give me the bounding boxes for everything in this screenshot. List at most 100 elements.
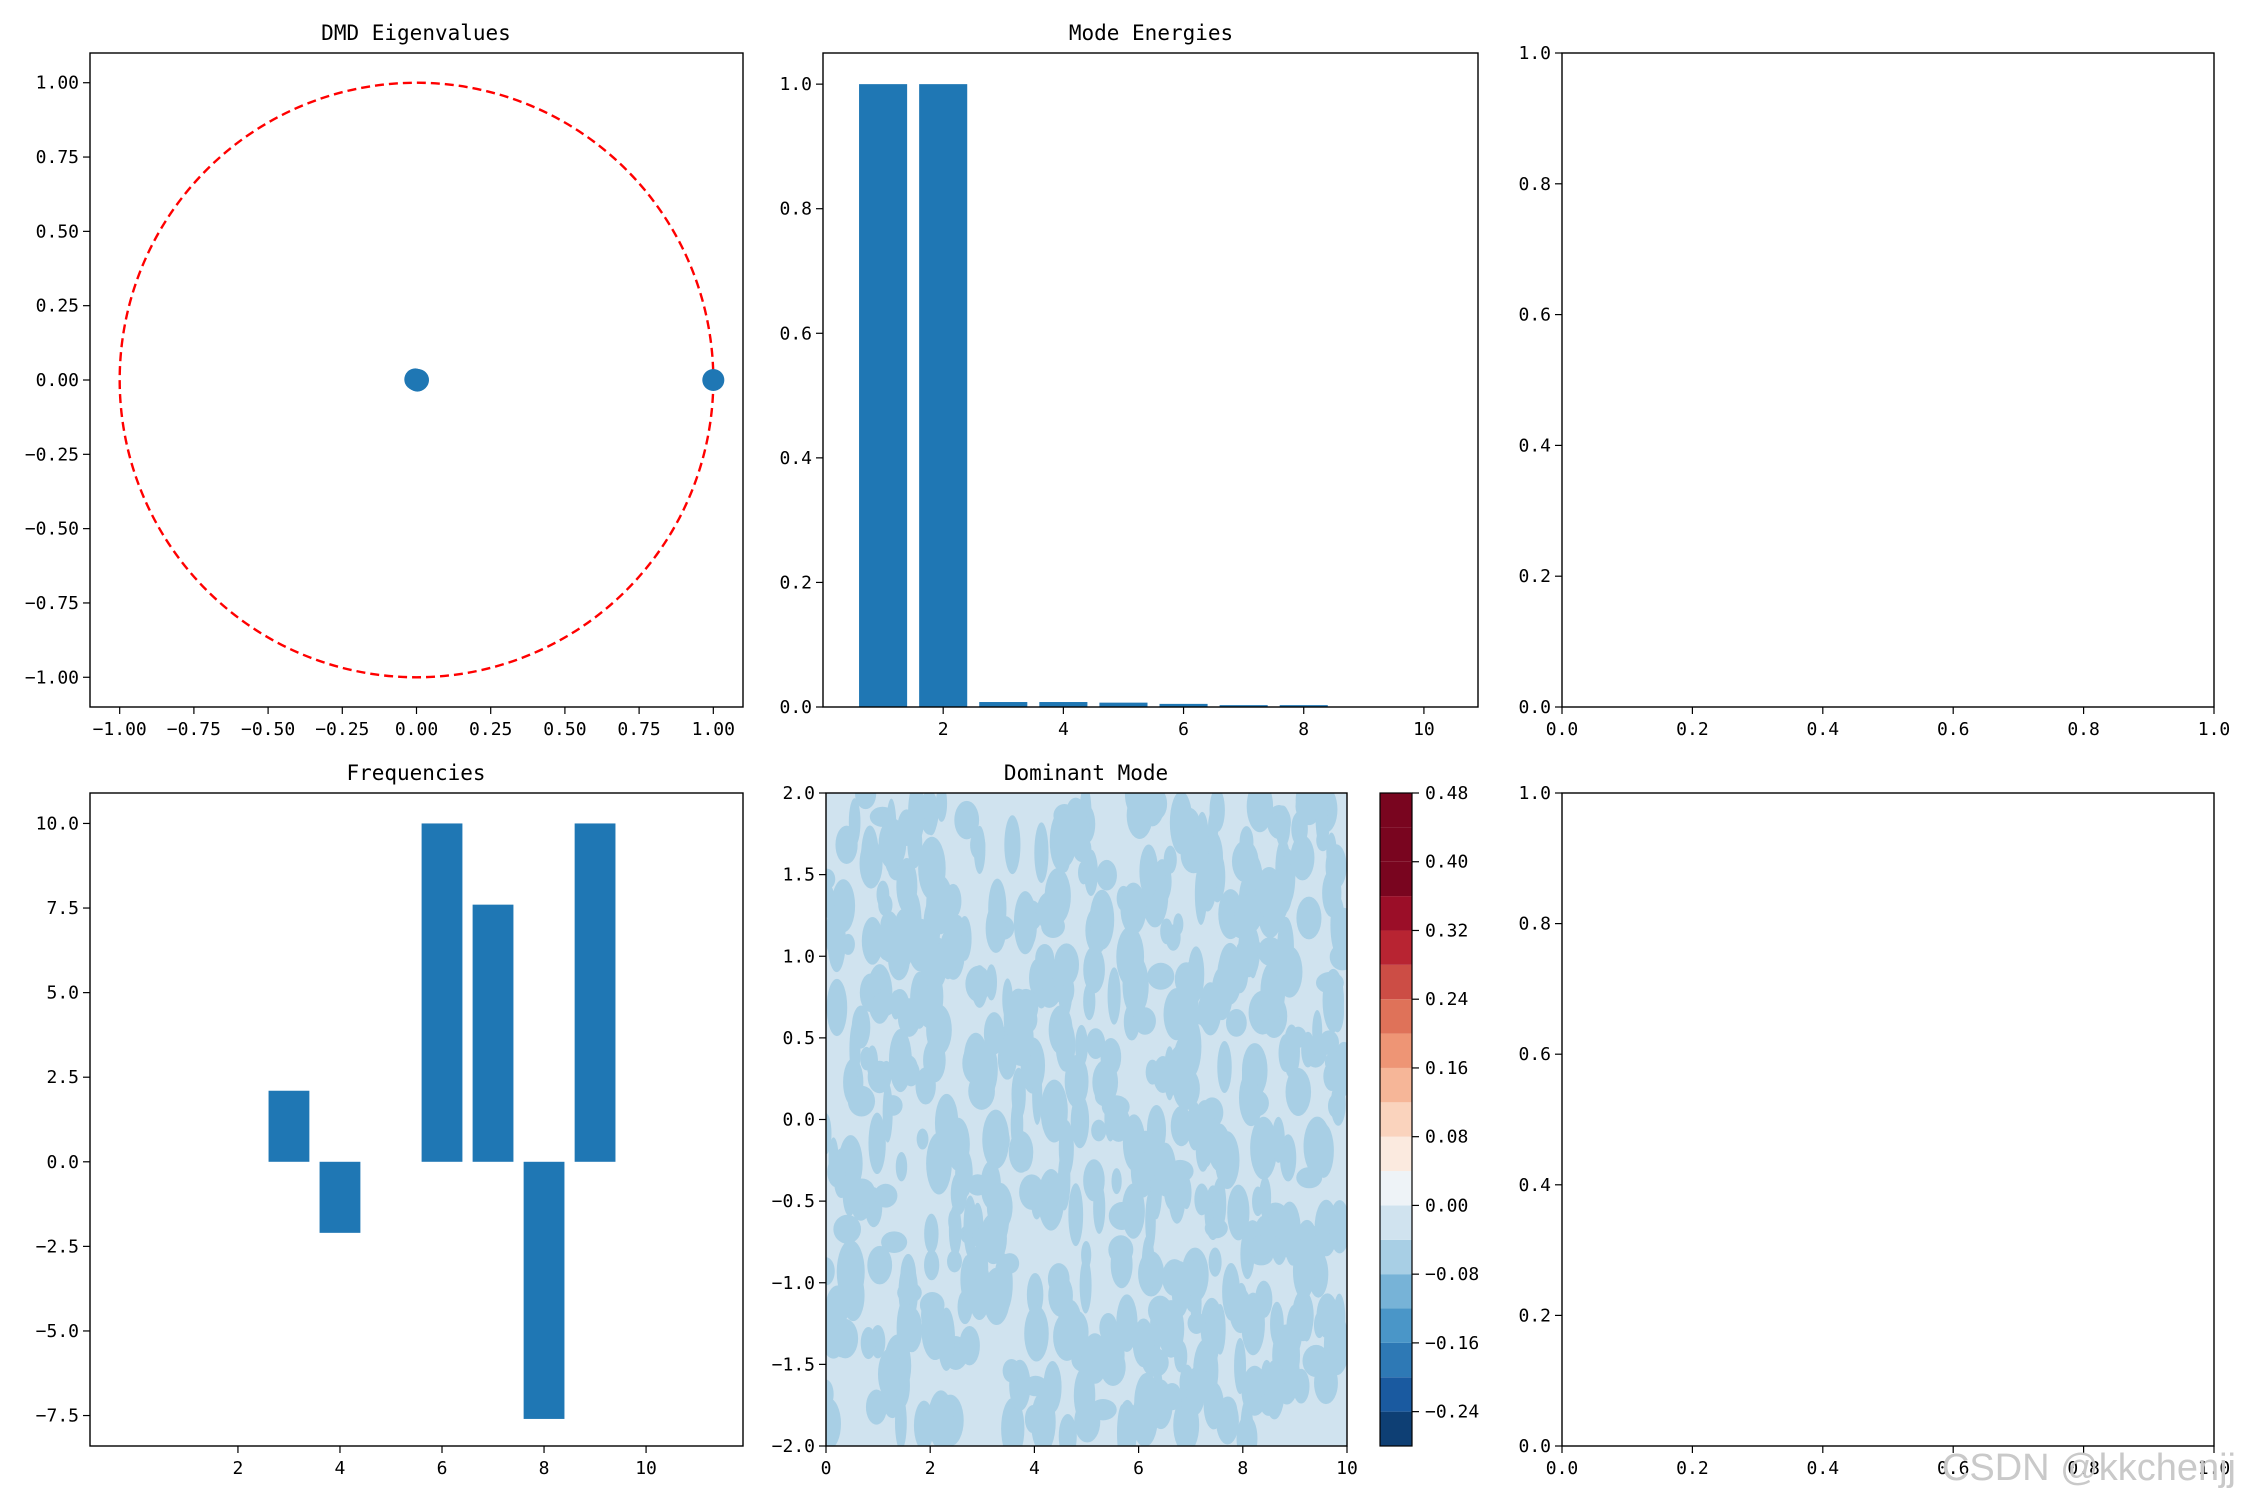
eigenvalues-y-tick-label: 0.75 — [36, 147, 79, 168]
colorbar-band — [1380, 999, 1412, 1034]
dominant-mode-blob — [832, 1318, 859, 1359]
dominant-mode-blob — [1048, 1274, 1073, 1317]
colorbar-band — [1380, 1239, 1412, 1275]
dominant-mode-blob — [1132, 1390, 1158, 1446]
dominant-mode-blob — [1322, 968, 1345, 1033]
energy-bar — [1279, 705, 1328, 707]
colorbar-band — [1380, 1102, 1412, 1137]
dominant-mode-blob — [1241, 1052, 1253, 1106]
dominant-mode-blob — [1089, 1399, 1117, 1421]
dominant-mode-y-tick-label: −1.5 — [772, 1354, 815, 1375]
dominant-mode-blob — [1040, 1079, 1068, 1143]
dominant-mode-blob — [916, 1128, 929, 1150]
dominant-mode-blob — [881, 1231, 908, 1253]
colorbar-band — [1380, 861, 1412, 897]
colorbar-band — [1380, 1205, 1412, 1240]
frequencies-title: Frequencies — [346, 761, 485, 785]
dominant-mode-y-tick-label: 0.0 — [782, 1110, 815, 1131]
colorbar-band — [1380, 1377, 1412, 1412]
dominant-mode-blob — [1124, 793, 1143, 814]
dominant-mode-blob — [1034, 822, 1049, 883]
dominant-mode-blob — [1053, 943, 1080, 986]
eigenvalues-x-tick-label: −0.50 — [241, 719, 295, 740]
dominant-mode-blob — [1236, 1415, 1258, 1446]
dominant-mode-blob — [1121, 1183, 1145, 1239]
empty-bottom-y-tick-label: 0.6 — [1518, 1044, 1551, 1065]
dominant-mode-blob — [1068, 1183, 1084, 1247]
dominant-mode-blob — [908, 793, 925, 843]
empty-top-x-tick-label: 0.4 — [1807, 719, 1840, 740]
dominant-mode-blob — [1108, 1344, 1123, 1371]
frequencies-y-tick-label: 7.5 — [46, 898, 79, 919]
dominant-mode-blob — [1313, 1311, 1325, 1339]
dominant-mode-blob — [878, 818, 907, 870]
eigenvalues-x-tick-label: −1.00 — [93, 719, 147, 740]
dominant-mode-blob — [867, 1245, 893, 1285]
dominant-mode-blob — [1147, 793, 1168, 820]
dominant-mode-x-tick-label: 8 — [1237, 1458, 1248, 1479]
dominant-mode-blob — [1275, 805, 1291, 848]
dominant-mode-blob — [1048, 1005, 1073, 1055]
energies-y-tick-label: 0.8 — [779, 199, 812, 220]
energy-bar — [1219, 705, 1268, 707]
colorbar-tick-label: 0.32 — [1425, 920, 1468, 941]
dominant-mode-blob — [1122, 1114, 1146, 1171]
dominant-mode-blob — [910, 971, 929, 1029]
dominant-mode-blob — [877, 926, 894, 961]
dominant-mode-blob — [1081, 1240, 1092, 1270]
empty-top-x-tick-label: 0.0 — [1546, 719, 1579, 740]
eigenvalues-panel: DMD Eigenvalues −1.00 −0.75 −0.50 −0.25 0.00… — [25, 21, 744, 740]
dominant-mode-blob — [1214, 1131, 1240, 1190]
dominant-mode-blob — [898, 1054, 918, 1081]
dominant-mode-field — [826, 793, 1347, 1446]
empty-top-y-tick-label: 0.8 — [1518, 174, 1551, 195]
empty-bottom-x-tick-label: 0.6 — [1937, 1458, 1970, 1479]
dominant-mode-blob — [1004, 815, 1021, 875]
energies-y-tick-label: 0.2 — [779, 572, 812, 593]
dominant-mode-blob — [1248, 1235, 1274, 1259]
colorbar-tick-label: 0.48 — [1425, 783, 1468, 804]
dominant-mode-blob — [935, 793, 948, 822]
dominant-mode-blob — [1139, 844, 1159, 899]
dominant-mode-y-tick-label: −0.5 — [772, 1191, 815, 1212]
empty-bottom-x-tick-label: 0.8 — [2067, 1458, 2100, 1479]
dominant-mode-blob — [826, 868, 836, 890]
frequencies-y-tick-label: −5.0 — [36, 1321, 79, 1342]
dominant-mode-blob — [1246, 793, 1274, 833]
eigenvalues-y-tick-label: 0.50 — [36, 221, 79, 242]
empty-top-x-tick-label: 0.6 — [1937, 719, 1970, 740]
dominant-mode-blob — [1070, 1094, 1090, 1149]
dominant-mode-blob — [1187, 1312, 1206, 1334]
frequencies-frame — [89, 792, 744, 1447]
eigenvalues-x-tick-label: 0.50 — [543, 719, 586, 740]
energies-y-tick-label: 0.0 — [779, 697, 812, 718]
colorbar-band — [1380, 1033, 1412, 1068]
dominant-mode-blob — [1147, 962, 1175, 990]
empty-axes-bottom: 0.0 0.2 0.4 0.6 0.8 1.0 0.0 0.2 0.4 0.6 0.8 1.0 — [1518, 783, 2230, 1479]
dominant-mode-blob — [1051, 819, 1077, 868]
dominant-mode-blob — [897, 1282, 922, 1304]
dominant-mode-blob — [1227, 1184, 1250, 1241]
frequencies-y-tick-label: 2.5 — [46, 1067, 79, 1088]
dominant-mode-blob — [855, 793, 877, 810]
dominant-mode-blob — [894, 1394, 907, 1446]
empty-bottom-y-tick-label: 1.0 — [1518, 783, 1551, 804]
energies-frame — [822, 52, 1479, 708]
dominant-mode-blob — [1203, 1382, 1224, 1430]
dominant-mode-blob — [826, 1398, 841, 1446]
dominant-mode-blob — [1019, 1174, 1045, 1210]
dominant-mode-blob — [1064, 1055, 1089, 1108]
empty-bottom-x-tick-label: 0.4 — [1807, 1458, 1840, 1479]
dominant-mode-blob — [1195, 811, 1210, 872]
eigenvalues-x-tick-label: 1.00 — [692, 719, 735, 740]
energy-bar — [1099, 702, 1148, 707]
dominant-mode-blob — [1010, 1095, 1024, 1155]
empty-top-y-tick-label: 0.2 — [1518, 566, 1551, 587]
dominant-mode-blob — [1167, 1045, 1191, 1099]
dominant-mode-blob — [1236, 1282, 1247, 1308]
empty-top-y-tick-label: 0.6 — [1518, 305, 1551, 326]
dominant-mode-x-tick-label: 10 — [1336, 1458, 1358, 1479]
colorbar-tick-label: −0.08 — [1425, 1264, 1479, 1285]
eigenvalue-point — [702, 369, 725, 391]
dominant-mode-blob — [1286, 1304, 1303, 1355]
